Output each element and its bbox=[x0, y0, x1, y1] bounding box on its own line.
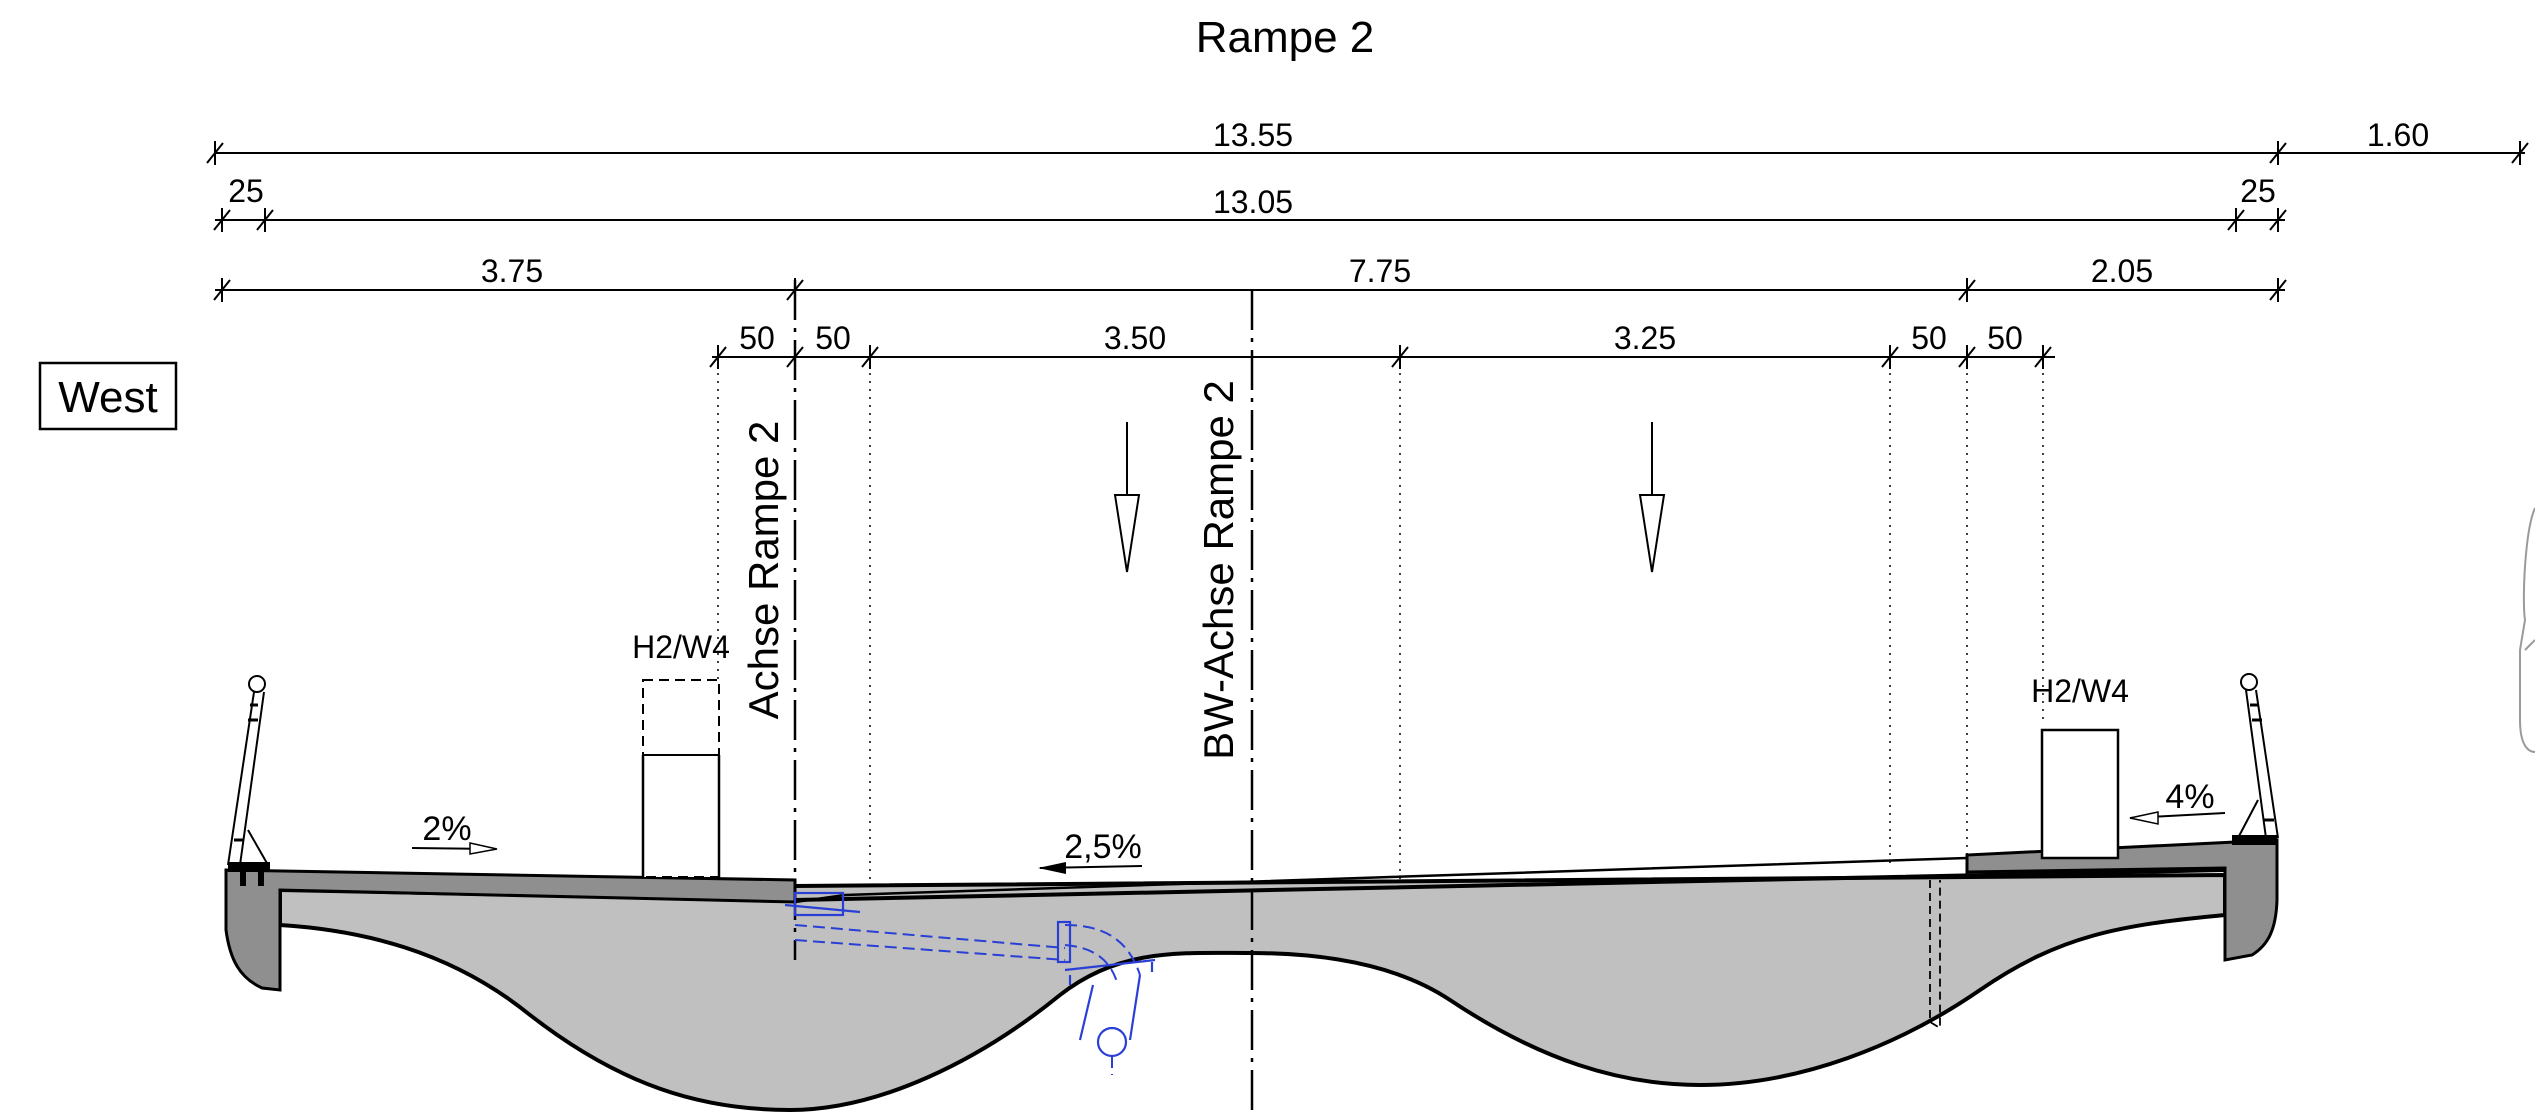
guide-lines bbox=[717, 357, 2044, 888]
slope-label-left: 2% bbox=[422, 810, 471, 848]
barrier-left bbox=[641, 679, 721, 878]
barrier-right bbox=[2040, 728, 2120, 860]
railing-left bbox=[227, 675, 270, 886]
dimension-row-1: 13.55 1.60 bbox=[206, 117, 2529, 165]
dim-edge-left: 25 bbox=[228, 173, 264, 209]
slope-indicators bbox=[411, 811, 2226, 874]
barrier-label-right: H2/W4 bbox=[2031, 673, 2129, 709]
dim-shoulder-right-b: 50 bbox=[1987, 320, 2023, 356]
load-arrows bbox=[1113, 422, 1666, 573]
dim-carriageway: 7.75 bbox=[1349, 253, 1411, 289]
dim-lane-right: 3.25 bbox=[1614, 320, 1676, 356]
slope-label-right: 4% bbox=[2165, 778, 2214, 816]
drawing-title: Rampe 2 bbox=[1196, 13, 1375, 62]
dimension-row-3: 3.75 7.75 2.05 bbox=[213, 253, 2287, 302]
right-edge-cap bbox=[1965, 838, 2279, 962]
axis-label-bw: BW-Achse Rampe 2 bbox=[1195, 380, 1242, 760]
railing-right bbox=[2232, 673, 2279, 845]
barrier-label-left: H2/W4 bbox=[632, 629, 730, 665]
dim-right-section: 2.05 bbox=[2091, 253, 2153, 289]
dim-shoulder-left-a: 50 bbox=[739, 320, 775, 356]
left-edge-cap bbox=[224, 868, 797, 992]
adjacent-structure-fragment bbox=[2519, 507, 2535, 753]
dimension-row-2: 25 13.05 25 bbox=[213, 173, 2287, 232]
dim-shoulder-right-a: 50 bbox=[1911, 320, 1947, 356]
west-label: West bbox=[58, 373, 157, 422]
axis-lines bbox=[793, 280, 1254, 1112]
dim-total-width: 13.55 bbox=[1213, 117, 1293, 153]
carriageway-surface bbox=[794, 856, 1968, 904]
west-label-box bbox=[38, 361, 178, 431]
dim-lane-left: 3.50 bbox=[1104, 320, 1166, 356]
dim-shoulder-left-b: 50 bbox=[815, 320, 851, 356]
dim-edge-right: 25 bbox=[2240, 173, 2276, 209]
axis-label-rampe: Achse Rampe 2 bbox=[740, 421, 787, 720]
dim-inner-width: 13.05 bbox=[1213, 184, 1293, 220]
dimension-row-4: 50 50 3.50 3.25 50 50 bbox=[709, 320, 2055, 369]
dim-left-section: 3.75 bbox=[481, 253, 543, 289]
dim-outer-width: 1.60 bbox=[2367, 117, 2429, 153]
drainage-pipe bbox=[784, 891, 1156, 1075]
deck-concrete-body bbox=[278, 872, 2227, 1113]
slope-label-middle: 2,5% bbox=[1064, 828, 1142, 866]
